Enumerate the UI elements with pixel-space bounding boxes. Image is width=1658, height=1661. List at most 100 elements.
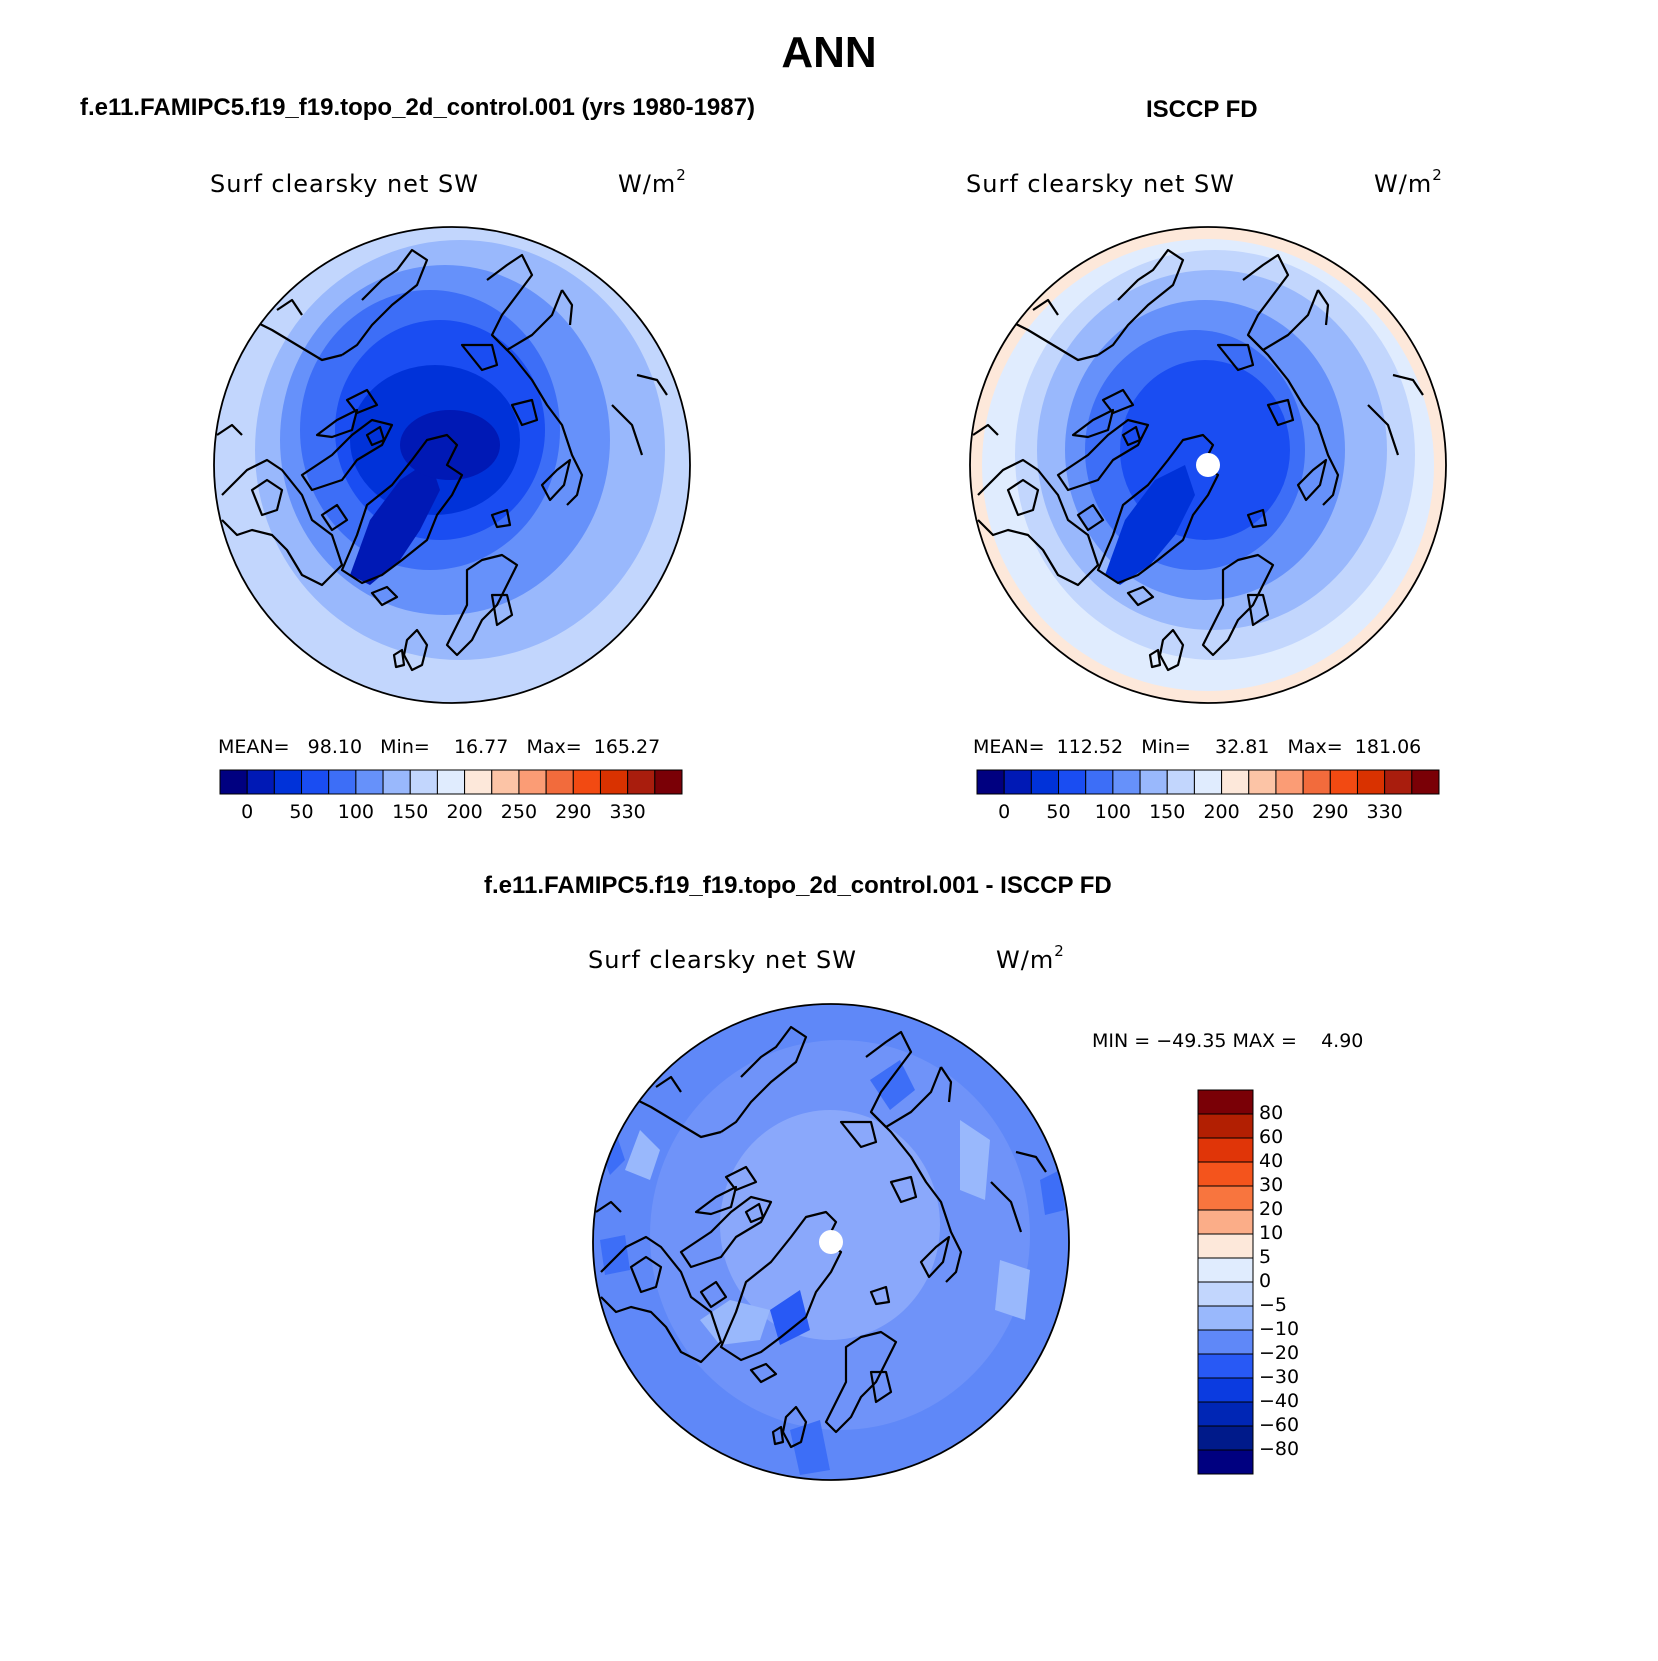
diff-colorbar-tick-label: 30 (1259, 1174, 1284, 1196)
diff-colorbar-tick-label: 0 (1259, 1270, 1272, 1292)
panel2-colorbar-swatch-3 (1058, 769, 1087, 795)
panel2-colorbar-swatch-7 (1166, 769, 1195, 795)
diff-colorbar-swatch-12 (1197, 1377, 1254, 1403)
diff-colorbar-tick-label: 80 (1259, 1102, 1284, 1124)
panel2-colorbar-swatch-2 (1030, 769, 1060, 795)
diff-colorbar-swatch-4 (1197, 1185, 1254, 1211)
diff-colorbar-tick-label: −40 (1259, 1390, 1300, 1412)
panel2-colorbar-swatch-12 (1302, 769, 1331, 795)
panel2-colorbar-swatch-15 (1384, 769, 1413, 795)
panel2-colorbar-tick-label: 290 (1312, 801, 1349, 823)
diff-colorbar-swatch-13 (1197, 1401, 1254, 1427)
panel3-case-title: f.e11.FAMIPC5.f19_f19.topo_2d_control.00… (484, 872, 1112, 899)
panel1-variable: Surf clearsky net SW (210, 170, 479, 198)
panel1-colorbar-swatch-0 (219, 769, 248, 795)
panel2-colorbar-swatch-1 (1003, 769, 1032, 795)
diff-colorbar-tick-label: −20 (1259, 1342, 1300, 1364)
panel2-variable: Surf clearsky net SW (966, 170, 1235, 198)
panel2-colorbar-swatch-6 (1139, 769, 1168, 795)
panel2-colorbar-tick-label: 330 (1366, 801, 1403, 823)
panel1-colorbar-swatch-4 (328, 769, 357, 795)
panel2-colorbar-tick-label: 250 (1257, 801, 1295, 823)
panel2-colorbar-tick-label: 150 (1149, 801, 1186, 823)
panel2-colorbar (976, 769, 1440, 795)
panel2-map (970, 227, 1446, 703)
panel2-colorbar-swatch-4 (1085, 769, 1114, 795)
panel2-border (969, 226, 1447, 704)
panel1-colorbar-swatch-14 (599, 769, 629, 795)
diff-colorbar-swatch-14 (1197, 1425, 1254, 1451)
diff-colorbar-swatch-5 (1197, 1209, 1254, 1235)
diff-colorbar-tick-label: 40 (1259, 1150, 1284, 1172)
diff-colorbar-swatch-7 (1197, 1257, 1254, 1283)
diff-colorbar-tick-label: −60 (1259, 1414, 1300, 1436)
panel3-missing-data-dot (819, 1230, 843, 1254)
panel1-colorbar-swatch-6 (382, 769, 411, 795)
diff-colorbar-tick-label: −80 (1259, 1438, 1300, 1460)
panel2-units: W/m2 (1374, 166, 1443, 198)
panel1-colorbar (219, 769, 683, 795)
diff-colorbar-swatch-10 (1197, 1329, 1254, 1355)
panel2-colorbar-swatch-0 (976, 769, 1005, 795)
panel2-colorbar-tick-label: 200 (1203, 801, 1240, 823)
panel1-border (213, 226, 691, 704)
panel1-colorbar-swatch-10 (491, 769, 520, 795)
panel3-variable: Surf clearsky net SW (588, 946, 857, 974)
panel2-colorbar-tick-label: 100 (1094, 801, 1131, 823)
panel3-stats: MIN = −49.35 MAX = 4.90 (1092, 1030, 1364, 1052)
panel1-colorbar-tick-label: 150 (392, 801, 429, 823)
diff-colorbar-swatch-9 (1197, 1305, 1254, 1331)
diff-colorbar-tick-label: 60 (1259, 1126, 1284, 1148)
diff-colorbar-tick-label: −30 (1259, 1366, 1300, 1388)
panel1-colorbar-swatch-2 (273, 769, 303, 795)
panel1-case-title: f.e11.FAMIPC5.f19_f19.topo_2d_control.00… (80, 94, 755, 121)
panel2-colorbar-swatch-11 (1275, 769, 1304, 795)
panel1-stats: MEAN= 98.10 Min= 16.77 Max= 165.27 (218, 736, 661, 758)
diff-colorbar (1197, 1089, 1254, 1475)
panel2-colorbar-swatch-5 (1112, 769, 1141, 795)
diff-colorbar-swatch-15 (1197, 1449, 1254, 1475)
diff-colorbar-swatch-8 (1197, 1281, 1254, 1307)
panel1-colorbar-swatch-13 (572, 769, 601, 795)
diff-colorbar-tick-label: 10 (1259, 1222, 1284, 1244)
panel1-colorbar-tick-label: 100 (337, 801, 374, 823)
panel1-colorbar-tick-label: 250 (500, 801, 538, 823)
panel1-colorbar-swatch-15 (627, 769, 656, 795)
panel2-colorbar-swatch-10 (1248, 769, 1277, 795)
panel1-colorbar-swatch-5 (355, 769, 384, 795)
panel2-colorbar-swatch-16 (1411, 769, 1440, 795)
panel1-colorbar-tick-label: 200 (446, 801, 483, 823)
panel1-map (214, 227, 690, 703)
diff-colorbar-tick-label: −5 (1259, 1294, 1288, 1316)
panel2-colorbar-swatch-8 (1193, 769, 1223, 795)
diff-colorbar-tick-label: 20 (1259, 1198, 1284, 1220)
panel2-missing-data-dot (1196, 453, 1220, 477)
panel1-colorbar-tick-label: 50 (289, 801, 314, 823)
panel3-map (593, 1004, 1069, 1480)
panel2-colorbar-tick-label: 50 (1046, 801, 1071, 823)
panel2-colorbar-swatch-13 (1329, 769, 1358, 795)
panel1-colorbar-swatch-8 (436, 769, 466, 795)
panel1-colorbar-tick-label: 290 (555, 801, 592, 823)
figure-title: ANN (781, 28, 877, 77)
diff-colorbar-swatch-2 (1197, 1137, 1254, 1163)
panel1-colorbar-swatch-16 (654, 769, 683, 795)
panel1-colorbar-swatch-3 (301, 769, 330, 795)
panel2-colorbar-tick-label: 0 (998, 801, 1011, 823)
panel1-units: W/m2 (618, 166, 687, 198)
panel2-colorbar-swatch-9 (1221, 769, 1250, 795)
panel2-stats: MEAN= 112.52 Min= 32.81 Max= 181.06 (973, 736, 1422, 758)
diff-colorbar-tick-label: −10 (1259, 1318, 1300, 1340)
diff-colorbar-swatch-11 (1197, 1353, 1254, 1379)
panel1-colorbar-swatch-12 (545, 769, 574, 795)
diff-colorbar-swatch-6 (1197, 1233, 1254, 1259)
panel3-border (592, 1003, 1070, 1481)
panel2-colorbar-swatch-14 (1356, 769, 1386, 795)
diff-colorbar-swatch-0 (1197, 1089, 1254, 1115)
diff-colorbar-tick-label: 5 (1259, 1246, 1272, 1268)
diff-colorbar-swatch-1 (1197, 1113, 1254, 1139)
panel1-colorbar-swatch-9 (464, 769, 493, 795)
panel1-colorbar-tick-label: 330 (609, 801, 646, 823)
diff-colorbar-swatch-3 (1197, 1161, 1254, 1187)
panel1-colorbar-swatch-1 (246, 769, 275, 795)
